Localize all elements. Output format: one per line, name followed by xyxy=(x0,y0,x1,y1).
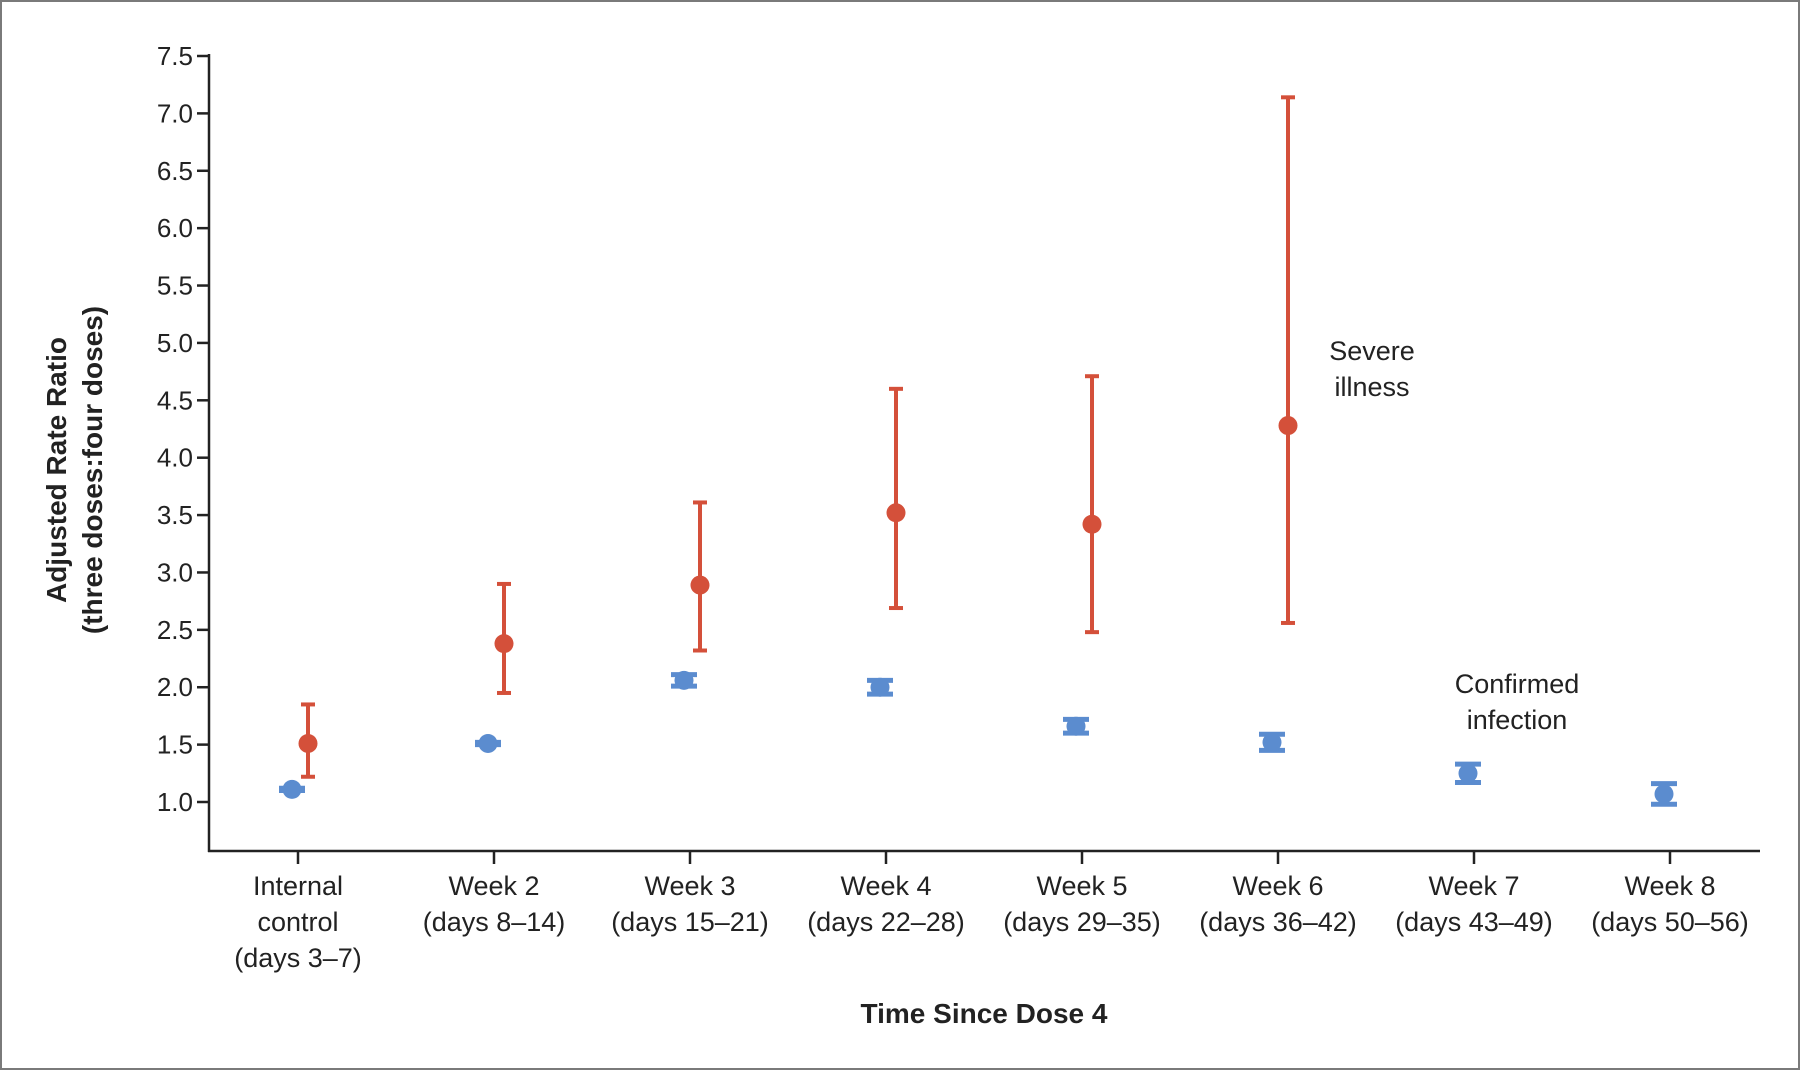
annotation-severe: Severe xyxy=(1329,336,1415,366)
annotation-confirmed: infection xyxy=(1467,705,1568,735)
x-category-label: Week 7 xyxy=(1428,871,1519,901)
data-point xyxy=(1458,763,1478,783)
data-point xyxy=(1278,416,1298,436)
y-tick-label: 2.5 xyxy=(157,615,193,645)
y-tick-label: 7.0 xyxy=(157,98,193,128)
y-tick-label: 6.0 xyxy=(157,213,193,243)
x-category-label: (days 50–56) xyxy=(1591,907,1749,937)
annotation-severe: illness xyxy=(1334,372,1409,402)
y-axis-title: Adjusted Rate Ratio (three doses:four do… xyxy=(41,306,108,634)
data-point xyxy=(282,779,302,799)
data-marks xyxy=(279,95,1677,807)
data-point xyxy=(886,503,906,523)
y-tick-label: 3.5 xyxy=(157,500,193,530)
x-category-label: Week 8 xyxy=(1624,871,1715,901)
x-category-label: (days 3–7) xyxy=(234,943,362,973)
data-point xyxy=(1654,784,1674,804)
y-tick-label: 5.5 xyxy=(157,271,193,301)
x-axis-title: Time Since Dose 4 xyxy=(861,998,1108,1029)
data-point xyxy=(690,575,710,595)
x-category-label: Week 4 xyxy=(840,871,931,901)
series-annotations: Severe illness Confirmed infection xyxy=(1329,336,1579,735)
y-tick-label: 6.5 xyxy=(157,156,193,186)
y-axis-title-line-1: Adjusted Rate Ratio xyxy=(41,337,72,603)
series-severe xyxy=(298,95,1298,779)
data-point xyxy=(298,733,318,753)
x-category-label: (days 43–49) xyxy=(1395,907,1553,937)
y-tick-label: 4.5 xyxy=(157,385,193,415)
x-category-label: Week 6 xyxy=(1232,871,1323,901)
y-tick-label: 7.5 xyxy=(157,41,193,71)
data-point xyxy=(478,733,498,753)
x-category-label: (days 22–28) xyxy=(807,907,965,937)
x-category-label: (days 36–42) xyxy=(1199,907,1357,937)
x-category-label: Internal xyxy=(253,871,343,901)
data-point xyxy=(1262,732,1282,752)
x-category-label: Week 2 xyxy=(448,871,539,901)
y-axis-title-line-2: (three doses:four doses) xyxy=(77,306,108,634)
y-tick-label: 3.0 xyxy=(157,557,193,587)
y-tick-label: 2.0 xyxy=(157,672,193,702)
y-tick-label: 1.5 xyxy=(157,730,193,760)
x-category-label: (days 15–21) xyxy=(611,907,769,937)
data-point xyxy=(1066,716,1086,736)
y-ticks: 1.0 1.5 2.0 2.5 3.0 3.5 4.0 4.5 5.0 5.5 6.0 6.5 7.0 7… xyxy=(157,41,209,817)
x-category-label: (days 8–14) xyxy=(423,907,566,937)
y-tick-label: 1.0 xyxy=(157,787,193,817)
y-tick-label: 5.0 xyxy=(157,328,193,358)
x-category-label: (days 29–35) xyxy=(1003,907,1161,937)
x-categories: Internal control (days 3–7) Week 2 (days 8–1… xyxy=(234,851,1749,973)
x-category-label: Week 5 xyxy=(1036,871,1127,901)
data-point xyxy=(870,677,890,697)
data-point xyxy=(494,634,514,654)
y-tick-label: 4.0 xyxy=(157,443,193,473)
series-confirmed xyxy=(279,670,1677,807)
annotation-confirmed: Confirmed xyxy=(1455,669,1580,699)
x-category-label: control xyxy=(257,907,338,937)
data-point xyxy=(1082,514,1102,534)
x-category-label: Week 3 xyxy=(644,871,735,901)
data-point xyxy=(674,670,694,690)
axes xyxy=(207,54,1760,853)
